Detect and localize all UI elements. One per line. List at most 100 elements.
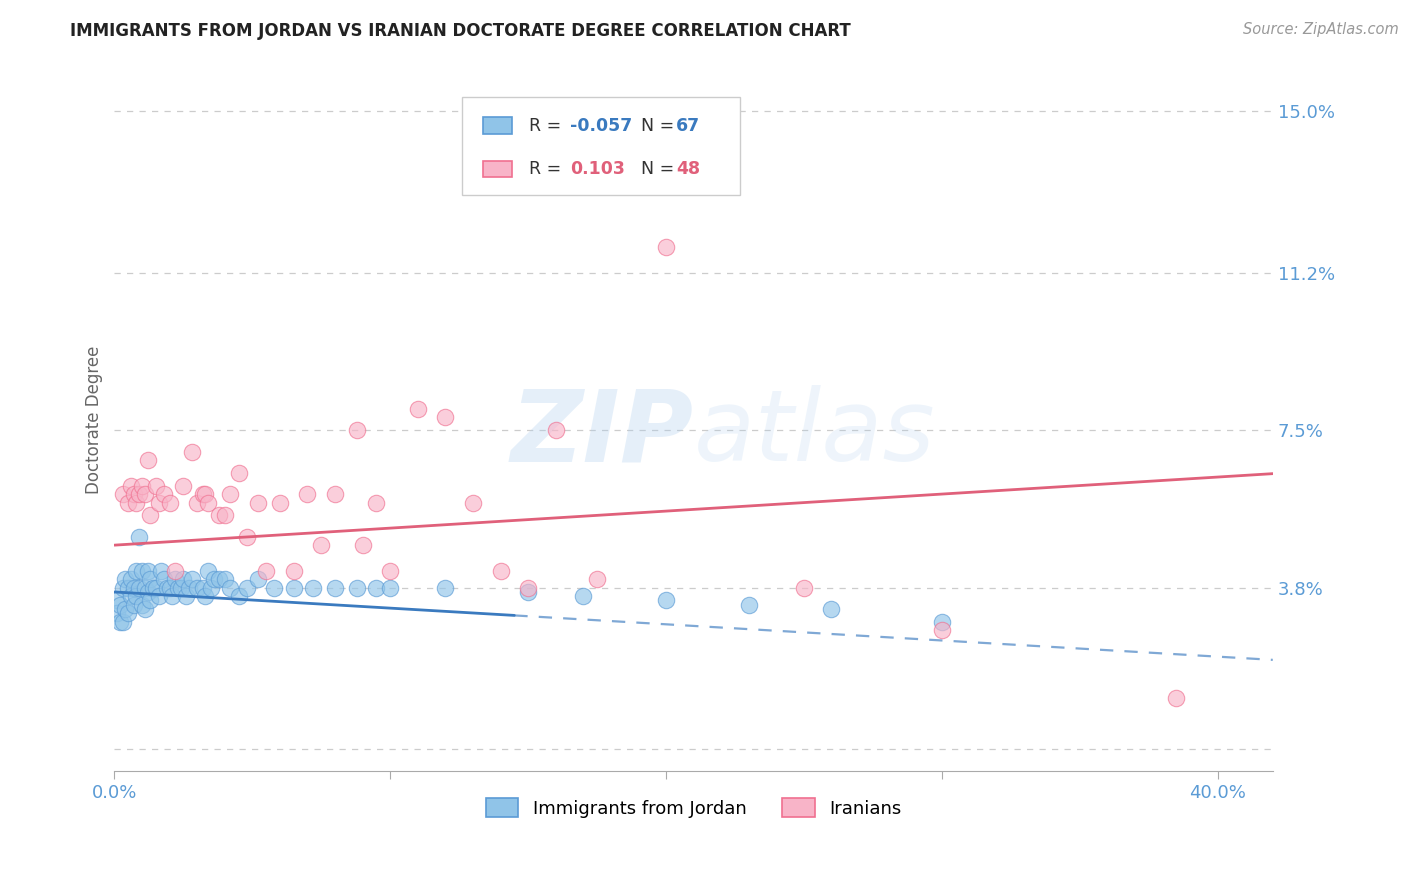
Bar bbox=[482, 161, 512, 178]
Point bbox=[153, 487, 176, 501]
Y-axis label: Doctorate Degree: Doctorate Degree bbox=[86, 345, 103, 494]
Point bbox=[134, 602, 156, 616]
Point bbox=[269, 495, 291, 509]
Text: atlas: atlas bbox=[693, 385, 935, 483]
Point bbox=[172, 478, 194, 492]
Point bbox=[434, 581, 457, 595]
Point bbox=[169, 581, 191, 595]
Point bbox=[172, 572, 194, 586]
Point bbox=[236, 530, 259, 544]
Point bbox=[461, 495, 484, 509]
Point bbox=[125, 495, 148, 509]
Point bbox=[142, 581, 165, 595]
Point bbox=[128, 530, 150, 544]
Point bbox=[148, 589, 170, 603]
Point bbox=[655, 593, 678, 607]
Point bbox=[228, 466, 250, 480]
Text: N =: N = bbox=[641, 117, 675, 135]
Point bbox=[366, 495, 388, 509]
Point bbox=[165, 564, 187, 578]
Point bbox=[406, 401, 429, 416]
Point bbox=[346, 581, 368, 595]
Point bbox=[165, 572, 187, 586]
Point bbox=[122, 487, 145, 501]
Text: R =: R = bbox=[529, 160, 561, 178]
Text: 48: 48 bbox=[676, 160, 700, 178]
Point bbox=[302, 581, 325, 595]
Point bbox=[214, 572, 236, 586]
Point bbox=[128, 487, 150, 501]
Point bbox=[228, 589, 250, 603]
Point bbox=[489, 564, 512, 578]
Point bbox=[131, 598, 153, 612]
Point bbox=[111, 581, 134, 595]
Point bbox=[174, 589, 197, 603]
Point bbox=[131, 478, 153, 492]
Point bbox=[159, 581, 181, 595]
Point bbox=[153, 572, 176, 586]
Point bbox=[197, 564, 219, 578]
Point bbox=[380, 581, 402, 595]
Point bbox=[208, 508, 231, 523]
Point bbox=[283, 564, 305, 578]
Point bbox=[122, 581, 145, 595]
Point bbox=[117, 581, 139, 595]
Point bbox=[931, 624, 953, 638]
Point bbox=[122, 598, 145, 612]
Point bbox=[136, 564, 159, 578]
Point bbox=[197, 495, 219, 509]
Point bbox=[517, 585, 540, 599]
Point bbox=[120, 572, 142, 586]
Point bbox=[323, 487, 346, 501]
Point bbox=[125, 589, 148, 603]
Point bbox=[219, 487, 242, 501]
Point bbox=[117, 495, 139, 509]
Text: ZIP: ZIP bbox=[510, 385, 693, 483]
Bar bbox=[463, 96, 740, 195]
Point bbox=[177, 581, 200, 595]
Point bbox=[156, 581, 179, 595]
Point bbox=[186, 581, 208, 595]
Point bbox=[820, 602, 842, 616]
Point bbox=[117, 606, 139, 620]
Point bbox=[219, 581, 242, 595]
Text: 0.103: 0.103 bbox=[569, 160, 624, 178]
Point bbox=[131, 564, 153, 578]
Point bbox=[655, 240, 678, 254]
Point bbox=[246, 495, 269, 509]
Point bbox=[214, 508, 236, 523]
Point bbox=[202, 572, 225, 586]
Point bbox=[572, 589, 595, 603]
Text: Source: ZipAtlas.com: Source: ZipAtlas.com bbox=[1243, 22, 1399, 37]
Point bbox=[134, 581, 156, 595]
Point bbox=[194, 487, 217, 501]
Point bbox=[120, 589, 142, 603]
Point bbox=[136, 453, 159, 467]
Point bbox=[166, 581, 188, 595]
Point bbox=[120, 478, 142, 492]
Point bbox=[114, 602, 136, 616]
Point bbox=[134, 487, 156, 501]
Point bbox=[114, 572, 136, 586]
Point bbox=[162, 589, 184, 603]
Point bbox=[180, 572, 202, 586]
Point bbox=[200, 581, 222, 595]
Point bbox=[194, 589, 217, 603]
Point bbox=[139, 593, 162, 607]
Point bbox=[738, 598, 761, 612]
Point bbox=[434, 410, 457, 425]
Point bbox=[191, 581, 214, 595]
Point bbox=[236, 581, 259, 595]
Point bbox=[159, 495, 181, 509]
Point bbox=[108, 598, 131, 612]
Point bbox=[105, 593, 128, 607]
Point bbox=[254, 564, 277, 578]
Point bbox=[145, 478, 167, 492]
Text: 67: 67 bbox=[676, 117, 700, 135]
Legend: Immigrants from Jordan, Iranians: Immigrants from Jordan, Iranians bbox=[478, 791, 908, 825]
Point bbox=[586, 572, 609, 586]
Point bbox=[793, 581, 815, 595]
Text: N =: N = bbox=[641, 160, 675, 178]
Point bbox=[108, 615, 131, 629]
Point bbox=[208, 572, 231, 586]
